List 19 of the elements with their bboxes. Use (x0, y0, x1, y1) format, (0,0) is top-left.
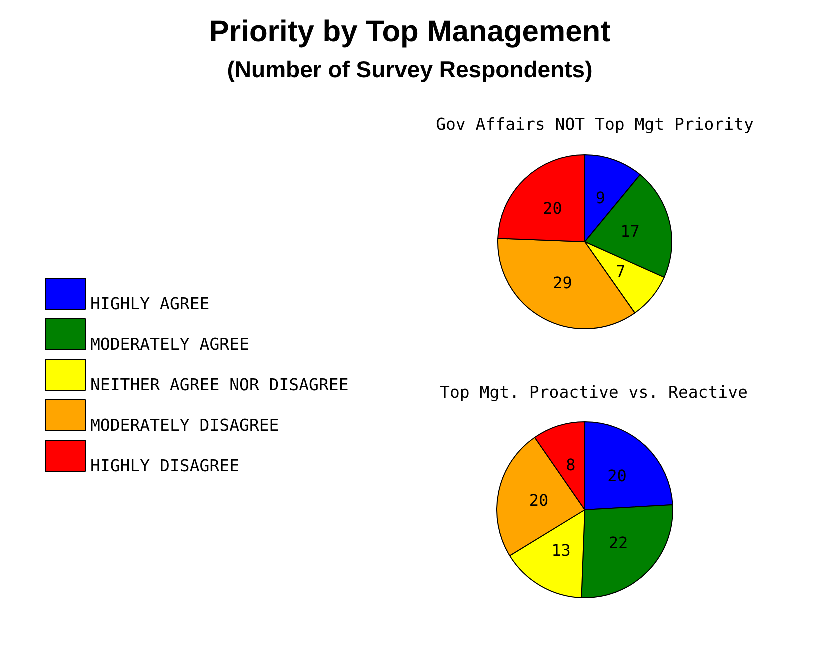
legend-label: MODERATELY AGREE (90, 335, 250, 354)
legend-label: HIGHLY DISAGREE (90, 456, 240, 476)
data-label: 20 (529, 490, 549, 510)
slice-label: Top Mgt. Proactive vs. Reactive (440, 383, 748, 402)
data-label: 20 (608, 466, 627, 486)
data-label: 17 (620, 222, 640, 241)
legend-label: NEITHER AGREE NOR DISAGREE (90, 376, 349, 394)
legend-label: MODERATELY DISAGREE (90, 416, 280, 435)
legend-label: HIGHLY AGREE (90, 294, 210, 314)
data-label: 9 (596, 188, 606, 208)
data-label: 8 (566, 456, 576, 475)
data-label: 7 (616, 262, 626, 282)
data-label: 20 (543, 198, 562, 218)
chart-subtitle: (Number of Survey Respondents) (227, 56, 593, 82)
slice-label: Gov Affairs NOT Top Mgt Priority (436, 115, 754, 134)
data-label: 22 (608, 533, 628, 552)
chart-title: Priority by Top Management (209, 16, 611, 48)
data-label: 29 (553, 273, 572, 292)
data-label: 13 (552, 541, 571, 560)
